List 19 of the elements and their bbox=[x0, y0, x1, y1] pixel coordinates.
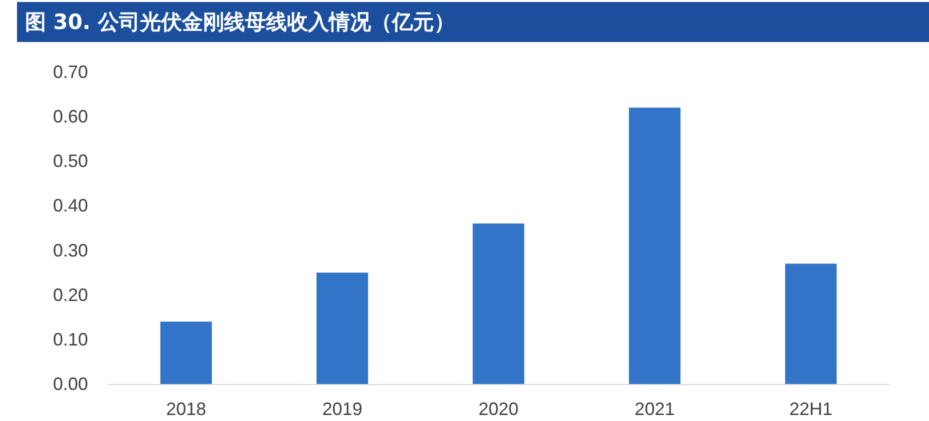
x-tick-label: 2020 bbox=[478, 399, 519, 419]
x-tick-label: 22H1 bbox=[789, 399, 832, 419]
bar bbox=[160, 322, 212, 384]
y-tick-label: 0.50 bbox=[52, 151, 88, 172]
chart-title: 图 30. 公司光伏金刚线母线收入情况（亿元） bbox=[17, 2, 929, 42]
bar bbox=[316, 272, 368, 384]
bar bbox=[628, 108, 680, 384]
y-tick-label: 0.40 bbox=[52, 196, 88, 216]
x-tick-label: 2021 bbox=[634, 399, 675, 419]
bar bbox=[785, 264, 837, 384]
y-tick-label: 0.60 bbox=[52, 106, 88, 127]
x-tick-label: 2019 bbox=[322, 399, 362, 419]
y-tick-label: 0.20 bbox=[52, 284, 88, 305]
y-tick-label: 0.70 bbox=[52, 62, 88, 82]
x-tick-label: 2018 bbox=[166, 399, 206, 419]
y-tick-label: 0.10 bbox=[52, 329, 88, 350]
y-tick-label: 0.30 bbox=[52, 240, 88, 260]
bar bbox=[472, 224, 524, 384]
y-tick-label: 0.00 bbox=[52, 374, 88, 394]
